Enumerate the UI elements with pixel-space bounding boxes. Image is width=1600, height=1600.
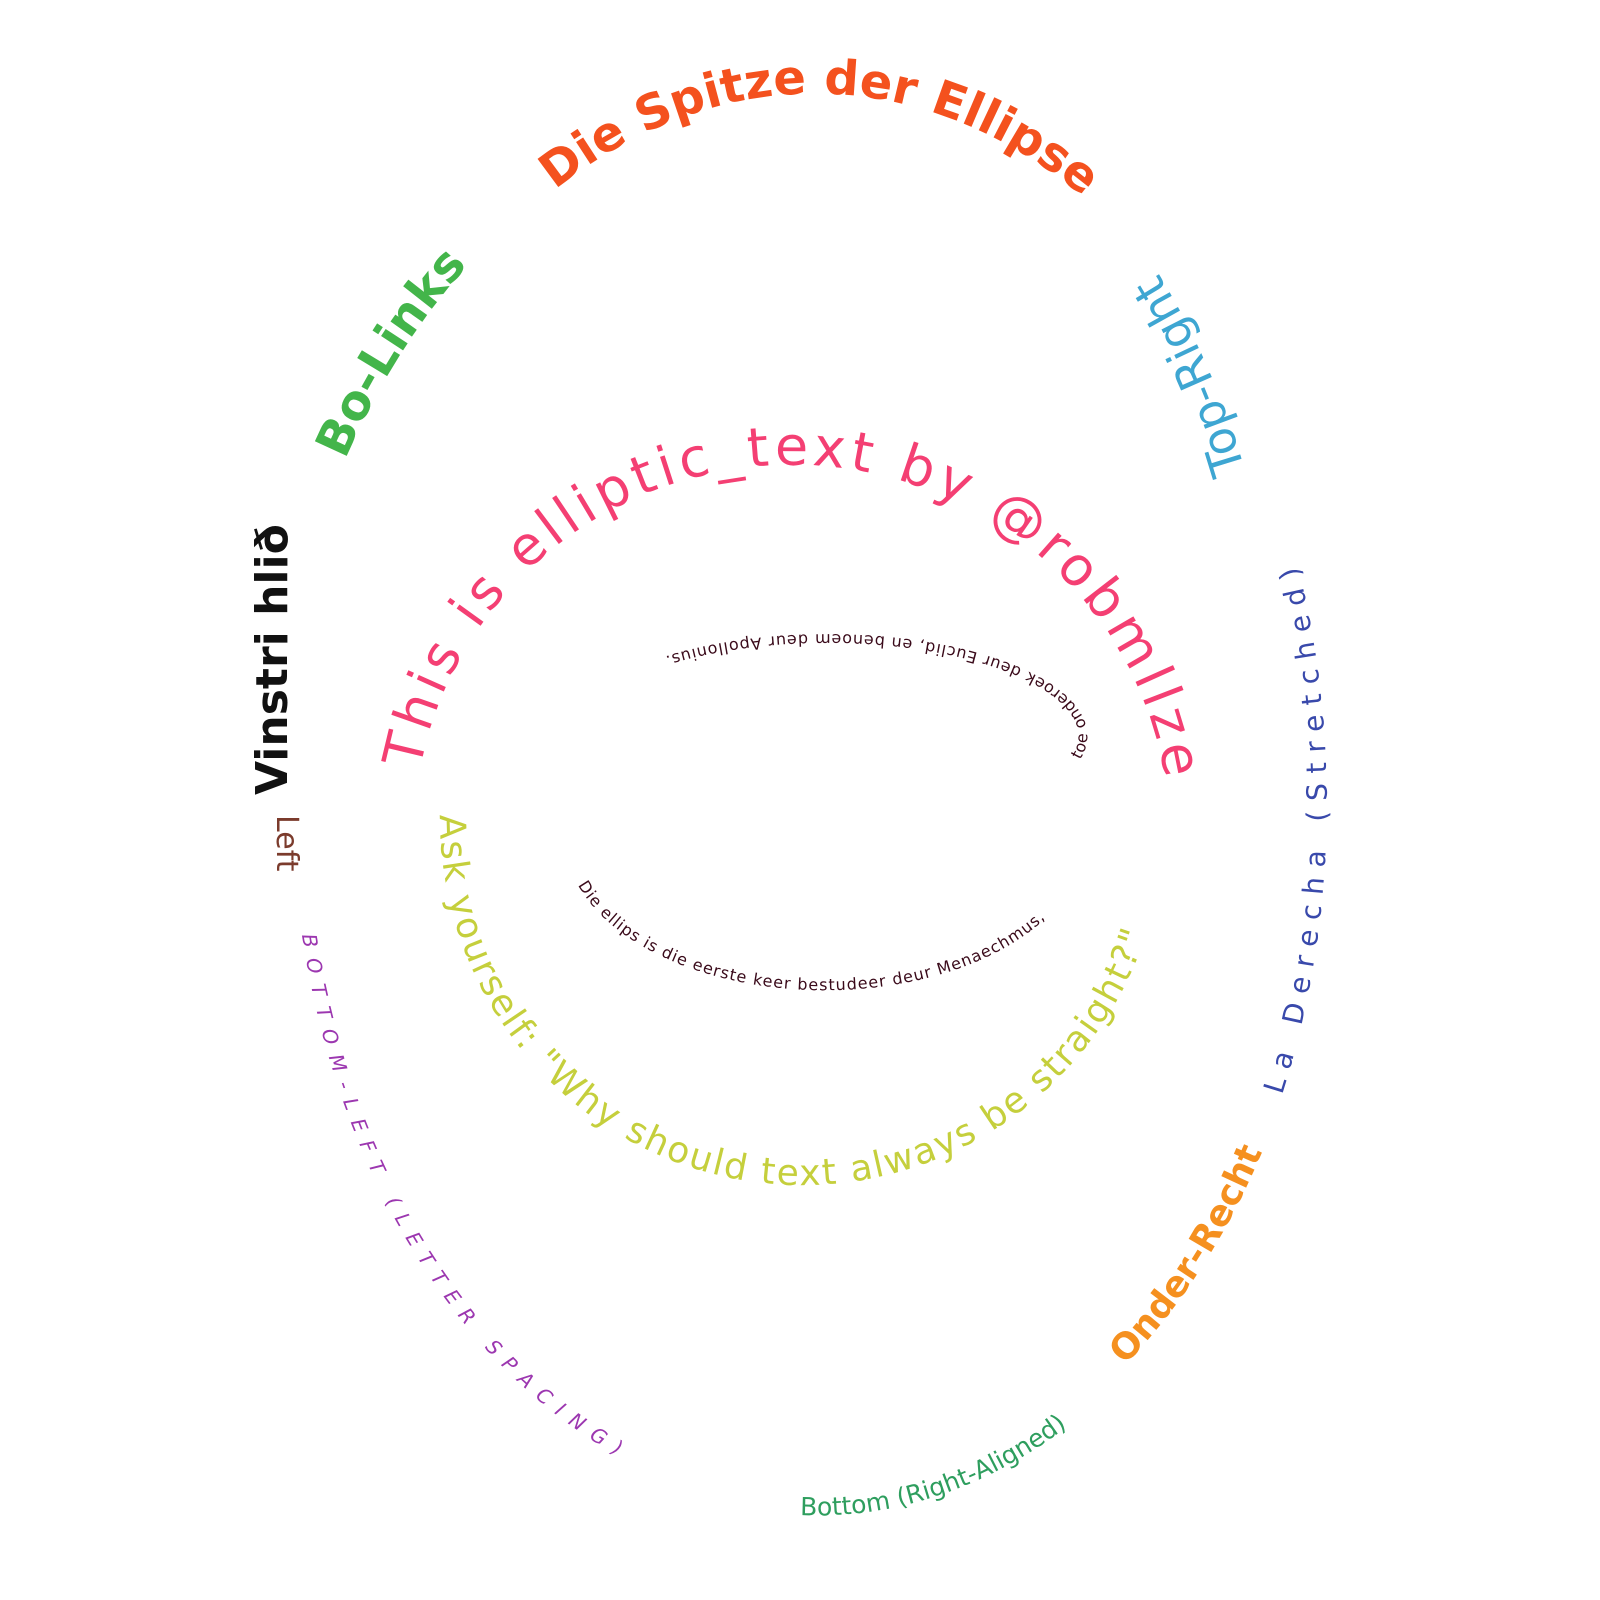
label-inner-bottom-text: Die ellips is die eerste keer bestudeer … bbox=[574, 877, 1048, 994]
label-inner-bottom: Die ellips is die eerste keer bestudeer … bbox=[574, 877, 1048, 994]
label-bottom-left: BOTTOM-LEFT (LETTER SPACING) bbox=[297, 932, 637, 1465]
label-left-small-text: Left bbox=[269, 815, 304, 872]
label-inner-top: toe onderoek deur Euclid, en benoem deur… bbox=[663, 630, 1092, 762]
label-top-right-text: Top-Right bbox=[1122, 268, 1256, 484]
label-left-small: Left bbox=[269, 815, 304, 872]
label-middle-bottom-text: Ask yourself: "Why should text always be… bbox=[431, 814, 1156, 1194]
label-bottom-text: Bottom (Right-Aligned) bbox=[800, 1408, 1071, 1521]
label-bottom-right-text: Onder-Rechts bbox=[0, 0, 1271, 1371]
label-left-text: Vinstri hlið bbox=[247, 524, 298, 795]
label-top-left: Bo-Links bbox=[305, 236, 477, 464]
label-inner-top-text: onderoek deur Euclid, en benoem deur Apo… bbox=[663, 630, 1090, 732]
label-bottom-right: Onder-Rechts bbox=[0, 0, 1271, 1371]
label-top: Die Spitze der Ellipse bbox=[529, 49, 1111, 206]
label-inner-right-text: toe bbox=[1067, 726, 1092, 762]
label-right-text: La Derecha (Stretched) bbox=[1257, 555, 1334, 1097]
label-middle-bottom: Ask yourself: "Why should text always be… bbox=[431, 814, 1156, 1194]
label-bottom: Bottom (Right-Aligned) bbox=[800, 1408, 1071, 1521]
label-left: Vinstri hlið bbox=[247, 524, 298, 795]
label-top-right: Top-Right bbox=[1122, 268, 1256, 484]
label-right: La Derecha (Stretched) bbox=[1257, 555, 1334, 1097]
label-top-left-text: Bo-Links bbox=[305, 236, 477, 464]
label-top-text: Die Spitze der Ellipse bbox=[529, 49, 1111, 206]
label-bottom-left-text: BOTTOM-LEFT (LETTER SPACING) bbox=[297, 932, 637, 1465]
